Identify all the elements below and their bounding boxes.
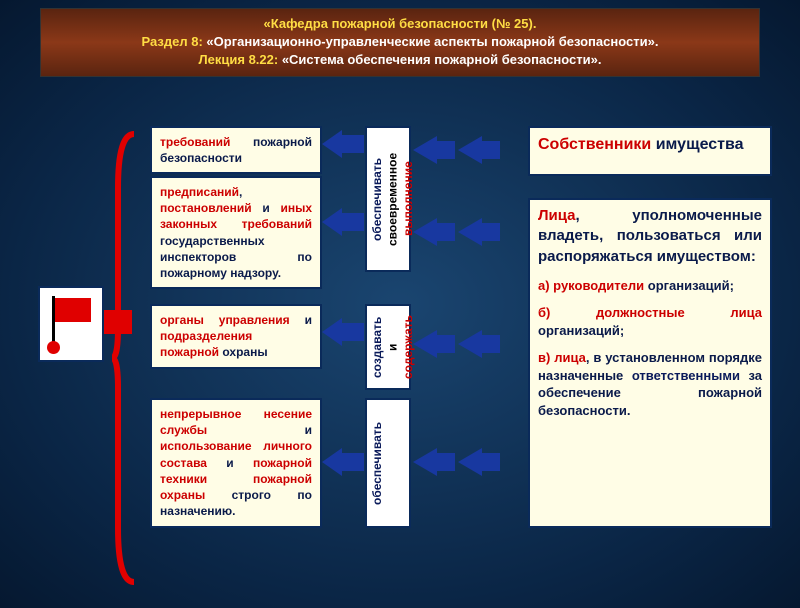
flag-base	[47, 341, 60, 354]
left-box-3: органы управления и подразделения пожарн…	[150, 304, 322, 369]
hdr-l3-label: Лекция 8.22:	[199, 52, 282, 67]
arrow-r-v2	[413, 330, 437, 358]
vertical-box-2: создавать и содержать	[365, 304, 411, 390]
hdr-l2-label: Раздел 8:	[142, 34, 207, 49]
flag-cloth	[55, 298, 91, 322]
arrow-v1-b1	[322, 130, 342, 158]
hdr-quote: «	[264, 16, 271, 31]
arrow-r-v32	[458, 448, 482, 476]
arrow-r-v1a	[413, 136, 437, 164]
hdr-line1: Кафедра пожарной безопасности (№ 25).	[271, 16, 537, 31]
hdr-l3-text: «Система обеспечения пожарной безопаснос…	[282, 52, 602, 67]
right-box-top: Собственники имущества	[528, 126, 772, 176]
hdr-l2-text: «Организационно-управленческие аспекты п…	[206, 34, 658, 49]
right-box-main: Лица, уполномоченные владеть, пользовать…	[528, 198, 772, 528]
arrow-v1-b2	[322, 208, 342, 236]
arrow-r-v3	[413, 448, 437, 476]
arrow-r-v1b	[413, 218, 437, 246]
arrow-v2-b3	[322, 318, 342, 346]
vertical-box-1: обеспечивать своевременное выполнение	[365, 126, 411, 272]
slide-header: «Кафедра пожарной безопасности (№ 25). Р…	[40, 8, 760, 77]
left-box-4: непрерывное несение службы и использован…	[150, 398, 322, 528]
connector-bar	[104, 310, 132, 334]
arrow-r-v1b2	[458, 218, 482, 246]
vertical-box-3: обеспечивать	[365, 398, 411, 528]
arrow-r-v1a2	[458, 136, 482, 164]
curly-bracket	[112, 128, 136, 588]
arrow-r-v22	[458, 330, 482, 358]
left-box-1: требований пожарной безопасности	[150, 126, 322, 174]
flag-icon	[38, 286, 104, 362]
left-box-2: предписаний, постановлений и иных законн…	[150, 176, 322, 289]
arrow-v3-b4	[322, 448, 342, 476]
bracket-svg	[112, 128, 136, 588]
